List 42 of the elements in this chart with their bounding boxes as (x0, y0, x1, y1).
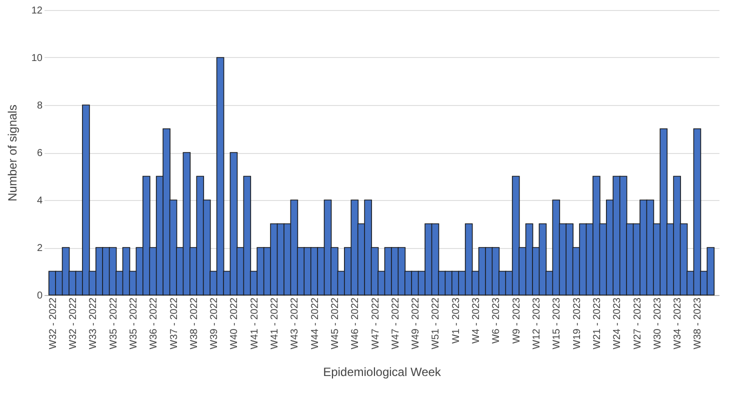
x-tick-label: W6 - 2023 (491, 297, 502, 344)
y-tick-label: 6 (36, 148, 43, 159)
x-tick-label: W15 - 2023 (552, 297, 563, 350)
x-tick-label: W40 - 2022 (229, 297, 240, 350)
x-tick-label: W41 - 2022 (270, 297, 281, 350)
x-tick-label: W51 - 2022 (430, 297, 442, 350)
x-tick-label: W19 - 2023 (572, 297, 583, 350)
x-tick-label: W37 - 2022 (168, 297, 180, 350)
x-tick-label: W38 - 2023 (692, 297, 704, 350)
y-tick-label: 4 (36, 196, 43, 206)
x-tick-label: W30 - 2023 (652, 297, 664, 350)
x-tick-label: W4 - 2023 (471, 297, 482, 344)
x-tick-label: W49 - 2022 (410, 297, 422, 350)
x-tick-label: W43 - 2022 (290, 297, 301, 350)
y-tick-label: 2 (36, 243, 43, 254)
x-axis-title: Epidemiological Week (323, 365, 442, 380)
x-tick-label: W35 - 2022 (108, 297, 120, 350)
x-tick-label: W38 - 2022 (188, 297, 200, 350)
x-tick-label: W32 - 2022 (68, 297, 80, 350)
x-tick-label: W46 - 2022 (350, 297, 362, 350)
x-tick-label: W45 - 2022 (330, 297, 341, 350)
x-tick-label: W41 - 2022 (249, 297, 260, 350)
y-axis-title: Number of signals (5, 104, 20, 202)
y-tick-label: 10 (31, 53, 43, 64)
y-tick-label: 12 (31, 6, 43, 16)
x-tick-label: W1 - 2023 (450, 297, 462, 344)
x-tick-label: W21 - 2023 (592, 297, 603, 350)
x-tick-label: W9 - 2023 (511, 297, 522, 344)
x-tick-label: W47 - 2022 (370, 297, 382, 350)
x-tick-label: W35 - 2022 (128, 297, 140, 350)
x-tick-label: W36 - 2022 (148, 297, 160, 350)
x-tick-label: W39 - 2022 (209, 297, 220, 350)
x-tick-label: W34 - 2023 (672, 297, 684, 350)
x-tick-label: W27 - 2023 (632, 297, 644, 350)
x-tick-label: W33 - 2022 (88, 297, 100, 350)
x-tick-label: W47 - 2022 (390, 297, 402, 350)
y-tick-label: 0 (36, 290, 43, 302)
x-tick-label: W24 - 2023 (612, 297, 624, 350)
y-tick-label: 8 (36, 100, 43, 112)
x-tick-label: W32 - 2022 (48, 297, 59, 350)
x-tick-label: W44 - 2022 (310, 297, 321, 350)
x-tick-label: W12 - 2023 (531, 297, 542, 350)
